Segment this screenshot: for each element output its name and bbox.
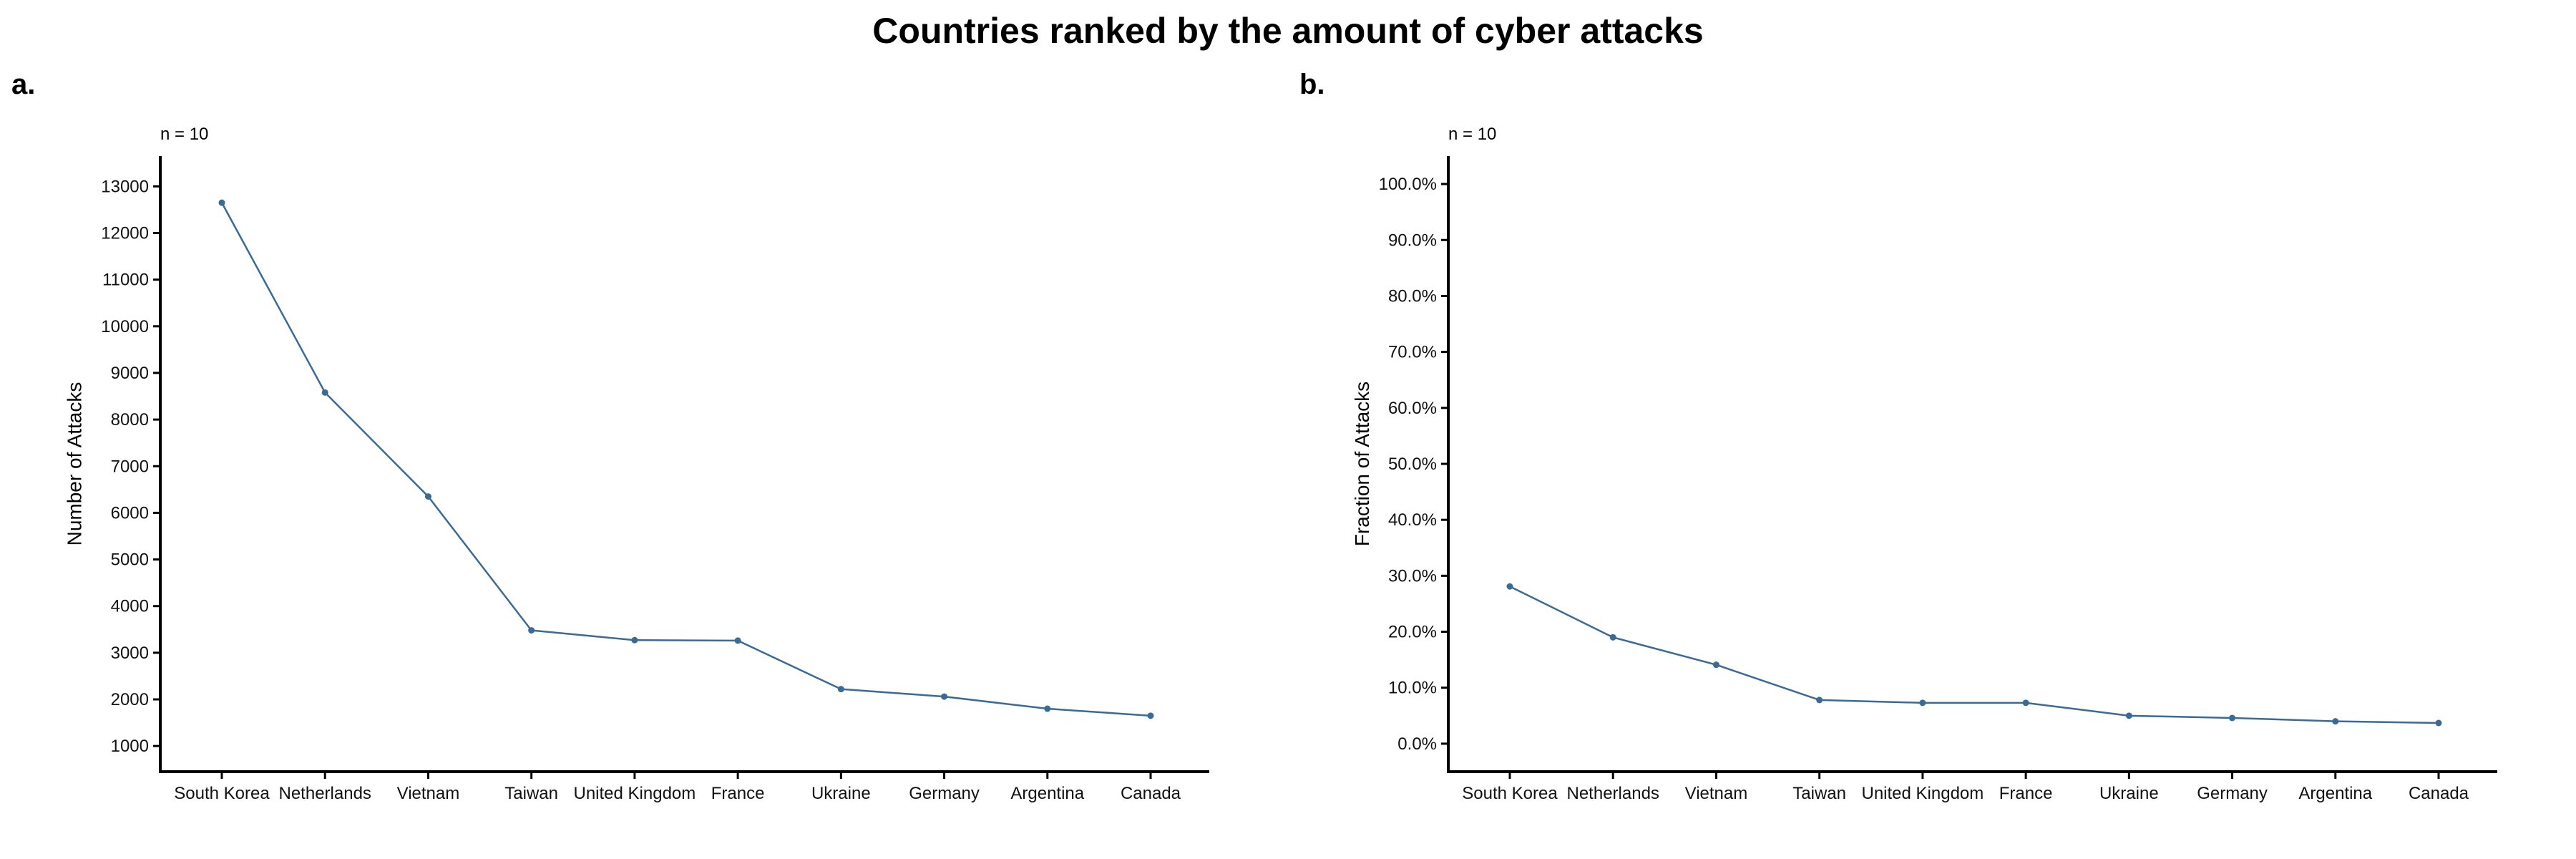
y-tick-label: 12000 [101,224,149,243]
data-point [941,693,948,700]
data-point [321,389,328,396]
y-tick-label: 90.0% [1388,230,1437,250]
x-tick-label: United Kingdom [574,784,696,803]
y-tick-label: 20.0% [1388,623,1437,642]
panel-label-b: b. [1299,69,1325,100]
y-tick-label: 11000 [102,271,149,290]
x-tick-label: France [711,784,765,803]
data-point [218,199,225,206]
y-tick-label: 8000 [111,410,149,430]
x-tick-label: South Korea [174,784,270,803]
data-point [424,493,431,500]
sample-size-note-b: n = 10 [1448,125,1497,144]
panel-b: b. n = 10 Fraction of Attacks 0.0% 10.0% 2… [1288,0,2576,859]
x-tick-label: Germany [2197,784,2268,803]
data-point [1919,699,1926,707]
y-tick-label: 0.0% [1397,734,1437,754]
y-tick-label: 50.0% [1388,455,1437,474]
x-tick-label: France [1999,784,2053,803]
x-tick-label: Argentina [2298,784,2372,803]
y-tick-label: 6000 [111,503,149,523]
x-tick-label: Vietnam [397,784,460,803]
y-tick-label: 3000 [111,644,149,663]
y-tick-label: 1000 [111,737,149,756]
data-point [2435,719,2442,727]
sample-size-note-a: n = 10 [160,125,209,144]
data-point [2229,714,2236,722]
y-tick-label: 13000 [101,177,149,196]
y-tick-label: 100.0% [1379,175,1437,194]
data-point [631,636,638,644]
x-tick-label: Vietnam [1685,784,1748,803]
data-point [528,627,535,634]
x-tick-label: Netherlands [1567,784,1659,803]
y-tick-label: 80.0% [1388,286,1437,306]
x-tick-label: Ukraine [811,784,871,803]
y-tick-label: 60.0% [1388,399,1437,418]
x-tick-label: Canada [2409,784,2469,803]
data-point [2332,718,2339,725]
y-tick-label: 30.0% [1388,566,1437,586]
panel-label-a: a. [11,69,36,100]
y-tick-label: 10000 [101,317,149,336]
y-tick-label: 9000 [111,364,149,383]
data-point [1609,634,1616,641]
x-tick-label: Taiwan [504,784,558,803]
panel-a: a. n = 10 Number of Attacks 1000 2000 3000… [11,69,1209,803]
data-point [1816,697,1823,704]
y-tick-label: 5000 [111,550,149,570]
line-chart-a: 1000 2000 3000 4000 5000 6000 7000 8000 9000 1000… [101,156,1209,803]
series-line [220,202,1151,717]
data-point [2125,712,2132,719]
x-tick-label: South Korea [1462,784,1558,803]
data-point [2022,699,2029,707]
y-tick-label: 4000 [111,597,149,616]
y-tick-label: 40.0% [1388,510,1437,530]
x-tick-label: United Kingdom [1862,784,1984,803]
series-line [1509,586,2439,724]
x-tick-label: Germany [909,784,980,803]
data-point [837,686,844,693]
data-point [734,637,741,644]
x-tick-label: Netherlands [279,784,371,803]
data-point [1044,705,1051,712]
x-tick-label: Argentina [1010,784,1084,803]
y-tick-label: 10.0% [1388,679,1437,698]
x-tick-label: Ukraine [2099,784,2159,803]
line-chart-b: 0.0% 10.0% 20.0% 30.0% 40.0% 50.0% 60.0% 70.0% 8… [1379,156,2497,803]
x-tick-label: Taiwan [1792,784,1846,803]
y-tick-label: 7000 [111,457,149,476]
x-tick-label: Canada [1121,784,1181,803]
y-tick-label: 2000 [111,690,149,709]
figure-title: Countries ranked by the amount of cyber … [872,11,1704,51]
data-point [1712,661,1719,669]
data-point [1147,712,1154,719]
data-point [1506,583,1513,590]
y-tick-label: 70.0% [1388,343,1437,362]
